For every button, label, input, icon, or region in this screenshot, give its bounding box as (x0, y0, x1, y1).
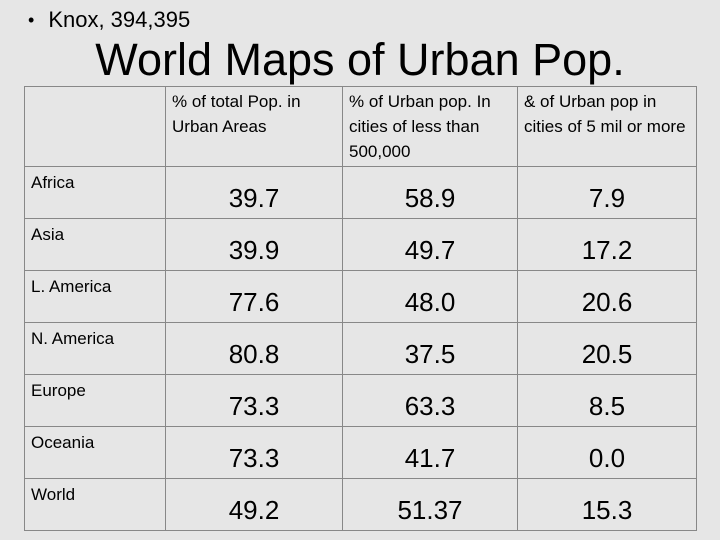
table-cell: 39.7 (165, 166, 343, 219)
table-row: L. America 77.6 48.0 20.6 (24, 270, 697, 323)
table-cell: 20.6 (517, 270, 697, 323)
table-row: Asia 39.9 49.7 17.2 (24, 218, 697, 271)
table-cell: 7.9 (517, 166, 697, 219)
region-label: Europe (24, 374, 166, 427)
table-cell: 8.5 (517, 374, 697, 427)
table-cell: 48.0 (342, 270, 518, 323)
bullet-icon: • (28, 10, 35, 30)
table-cell: 63.3 (342, 374, 518, 427)
bullet-text: Knox, 394,395 (48, 7, 191, 32)
table-cell: 49.2 (165, 478, 343, 531)
header-row: % of total Pop. in Urban Areas % of Urba… (24, 86, 697, 167)
table-cell: 58.9 (342, 166, 518, 219)
table-cell: 49.7 (342, 218, 518, 271)
column-header: & of Urban pop in cities of 5 mil or mor… (517, 86, 697, 167)
slide-title: World Maps of Urban Pop. (95, 34, 625, 85)
table-cell: 51.37 (342, 478, 518, 531)
table-cell: 20.5 (517, 322, 697, 375)
region-label: World (24, 478, 166, 531)
table-cell: 73.3 (165, 426, 343, 479)
table-cell: 15.3 (517, 478, 697, 531)
corner-cell (24, 86, 166, 167)
region-label: Africa (24, 166, 166, 219)
region-label: L. America (24, 270, 166, 323)
table-cell: 0.0 (517, 426, 697, 479)
table-row: Oceania 73.3 41.7 0.0 (24, 426, 697, 479)
table-cell: 37.5 (342, 322, 518, 375)
column-header: % of total Pop. in Urban Areas (165, 86, 343, 167)
table-row: World 49.2 51.37 15.3 (24, 478, 697, 531)
table-cell: 17.2 (517, 218, 697, 271)
table-cell: 73.3 (165, 374, 343, 427)
table-cell: 41.7 (342, 426, 518, 479)
table-row: Africa 39.7 58.9 7.9 (24, 166, 697, 219)
table-cell: 39.9 (165, 218, 343, 271)
table-row: N. America 80.8 37.5 20.5 (24, 322, 697, 375)
table-cell: 80.8 (165, 322, 343, 375)
region-label: Oceania (24, 426, 166, 479)
table-row: Europe 73.3 63.3 8.5 (24, 374, 697, 427)
region-label: N. America (24, 322, 166, 375)
region-label: Asia (24, 218, 166, 271)
column-header: % of Urban pop. In cities of less than 5… (342, 86, 518, 167)
urban-pop-table: % of total Pop. in Urban Areas % of Urba… (24, 86, 697, 531)
table-cell: 77.6 (165, 270, 343, 323)
bullet-point: • Knox, 394,395 (28, 6, 190, 34)
